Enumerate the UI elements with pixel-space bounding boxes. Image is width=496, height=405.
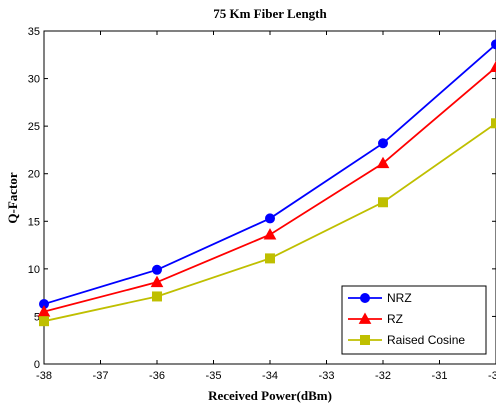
legend-marker	[358, 312, 372, 324]
data-point	[491, 39, 496, 50]
x-tick-label: -32	[375, 370, 391, 382]
series-rz	[37, 60, 496, 317]
data-point	[152, 291, 162, 302]
y-tick-label: 0	[34, 359, 40, 371]
legend-label: RZ	[387, 312, 403, 326]
y-tick-label: 30	[28, 74, 40, 86]
x-tick-label: -33	[319, 370, 335, 382]
x-axis-label: Received Power(dBm)	[208, 388, 332, 403]
y-tick-label: 25	[28, 121, 40, 133]
y-tick-label: 15	[28, 216, 40, 228]
legend: NRZ RZ Raised Cosine	[341, 285, 487, 355]
data-point	[265, 253, 275, 264]
data-point	[263, 228, 277, 240]
data-point	[152, 264, 162, 275]
legend-label: NRZ	[387, 291, 412, 305]
chart-title: 75 Km Fiber Length	[213, 6, 327, 21]
x-tick-label: -30	[488, 370, 496, 382]
data-point	[37, 305, 51, 317]
data-point	[491, 118, 496, 129]
series-nrz	[39, 39, 496, 310]
data-point	[489, 60, 496, 73]
legend-marker	[360, 293, 370, 303]
y-tick-label: 35	[28, 26, 40, 38]
x-tick-label: -35	[206, 370, 222, 382]
y-tick-label: 10	[28, 264, 40, 276]
x-tick-label: -34	[262, 370, 278, 382]
legend-label: Raised Cosine	[387, 333, 465, 347]
x-tick-label: -36	[149, 370, 165, 382]
legend-marker	[360, 335, 370, 345]
data-point	[378, 138, 388, 149]
x-tick-label: -37	[93, 370, 109, 382]
y-axis-label: Q-Factor	[5, 172, 20, 223]
x-tick-label: -31	[432, 370, 448, 382]
x-tick-label: -38	[36, 370, 52, 382]
data-point	[376, 156, 390, 169]
data-point	[265, 213, 275, 224]
y-tick-label: 5	[34, 311, 40, 323]
data-point	[39, 316, 49, 327]
data-point	[150, 275, 164, 288]
series-raised-cosine	[39, 118, 496, 327]
plot-area: -38 -37 -36 -35 -34 -33 -32 -31 -30 0 5 10 15 20 25 30 3…	[28, 26, 496, 382]
data-point	[378, 197, 388, 208]
y-tick-label: 20	[28, 169, 40, 181]
